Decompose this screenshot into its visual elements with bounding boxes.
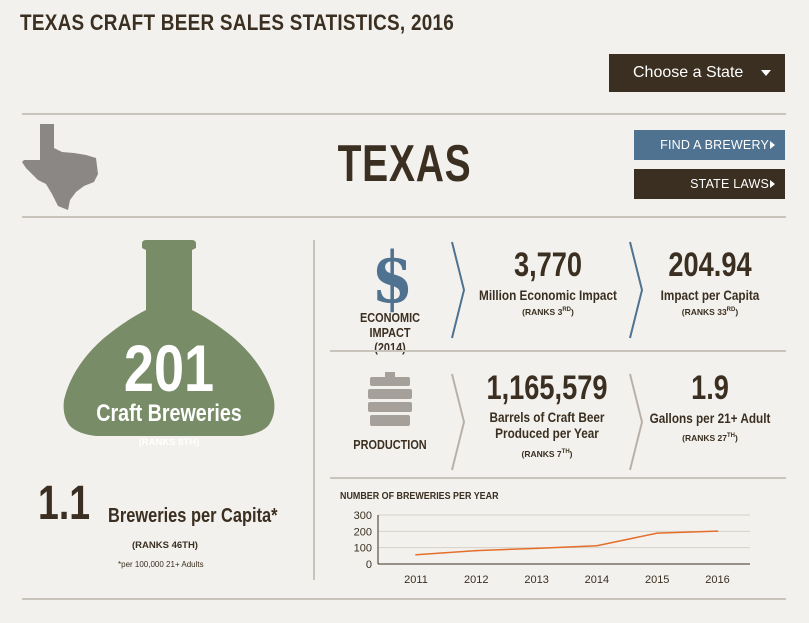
impact-per-capita-value: 204.94 bbox=[668, 246, 752, 284]
data-point bbox=[475, 549, 478, 552]
breweries-per-year-chart: 300 200 100 0 2011 2012 2013 2014 2015 2016 bbox=[354, 510, 750, 586]
chevron-right-icon bbox=[451, 373, 466, 471]
divider bbox=[22, 216, 786, 218]
production-value-label: Barrels of Craft Beer Produced per Year bbox=[476, 409, 619, 441]
breweries-per-capita-value: 1.1 bbox=[38, 477, 91, 530]
chevron-right-icon bbox=[629, 373, 644, 471]
production-value-label-line1: Barrels of Craft Beer bbox=[489, 409, 605, 425]
divider bbox=[330, 350, 786, 352]
data-point bbox=[415, 553, 417, 556]
find-a-brewery-button[interactable]: FIND A BREWERY bbox=[634, 130, 785, 160]
breweries-count: 201 bbox=[123, 331, 215, 405]
choose-state-dropdown[interactable]: Choose a State bbox=[609, 54, 785, 92]
y-tick-label: 100 bbox=[354, 543, 372, 555]
x-tick-label: 2016 bbox=[705, 574, 729, 586]
economic-impact-value: 3,770 bbox=[513, 246, 583, 284]
x-tick-label: 2014 bbox=[585, 574, 609, 586]
choose-state-label: Choose a State bbox=[633, 64, 744, 81]
state-name: TEXAS bbox=[337, 135, 472, 193]
dollar-icon: $ bbox=[371, 236, 414, 319]
y-tick-label: 300 bbox=[354, 510, 372, 522]
growler-icon bbox=[63, 240, 275, 436]
y-tick-label: 200 bbox=[354, 526, 372, 538]
gallons-label: Gallons per 21+ Adult bbox=[649, 410, 771, 426]
chevron-right-icon bbox=[629, 241, 644, 339]
y-tick-label: 0 bbox=[366, 559, 372, 571]
data-point bbox=[535, 547, 538, 550]
x-tick-label: 2013 bbox=[524, 574, 548, 586]
production-value: 1,165,579 bbox=[486, 369, 608, 407]
divider bbox=[22, 598, 786, 600]
series-line bbox=[415, 530, 718, 556]
chart-title: NUMBER OF BREWERIES PER YEAR bbox=[340, 490, 499, 502]
breweries-label: Craft Breweries bbox=[96, 400, 242, 427]
data-point bbox=[716, 530, 719, 532]
find-a-brewery-label: FIND A BREWERY bbox=[660, 138, 769, 152]
chevron-right-icon bbox=[451, 241, 466, 339]
data-point bbox=[656, 532, 658, 534]
breweries-rank: (RANKS 8TH) bbox=[138, 437, 200, 448]
economic-impact-rank: (RANKS 3RD) bbox=[522, 307, 574, 317]
chevron-right-icon bbox=[770, 141, 775, 149]
per-capita-footnote: *per 100,000 21+ Adults bbox=[118, 560, 204, 569]
divider bbox=[22, 113, 786, 115]
state-laws-label: STATE LAWS bbox=[690, 177, 769, 191]
page-title: TEXAS CRAFT BEER SALES STATISTICS, 2016 bbox=[20, 10, 455, 35]
gallons-rank: (RANKS 27TH) bbox=[682, 433, 738, 443]
economic-impact-value-label: Million Economic Impact bbox=[479, 287, 617, 303]
keg-icon bbox=[368, 372, 412, 426]
divider bbox=[330, 477, 786, 479]
texas-map-icon bbox=[22, 124, 98, 210]
impact-per-capita-label: Impact per Capita bbox=[660, 287, 760, 303]
production-rank: (RANKS 7TH) bbox=[521, 449, 573, 459]
x-tick-label: 2015 bbox=[645, 574, 669, 586]
gallons-value: 1.9 bbox=[691, 369, 729, 407]
state-laws-button[interactable]: STATE LAWS bbox=[634, 169, 785, 199]
vertical-divider bbox=[313, 240, 315, 580]
x-tick-label: 2011 bbox=[404, 574, 428, 586]
chevron-down-icon bbox=[761, 70, 771, 76]
breweries-per-capita-label: Breweries per Capita* bbox=[108, 505, 278, 527]
economic-impact-label-line1: ECONOMIC IMPACT bbox=[359, 310, 421, 340]
economic-impact-label-line2: (2014) bbox=[374, 340, 406, 355]
x-tick-label: 2012 bbox=[464, 574, 488, 586]
production-label: PRODUCTION bbox=[353, 437, 427, 452]
impact-per-capita-rank: (RANKS 33RD) bbox=[681, 307, 739, 317]
production-value-label-line2: Produced per Year bbox=[495, 425, 599, 441]
breweries-per-capita-rank: (RANKS 46TH) bbox=[132, 540, 198, 551]
chevron-right-icon bbox=[770, 180, 775, 188]
data-point bbox=[596, 544, 598, 547]
economic-impact-label: ECONOMIC IMPACT (2014) bbox=[340, 310, 441, 355]
